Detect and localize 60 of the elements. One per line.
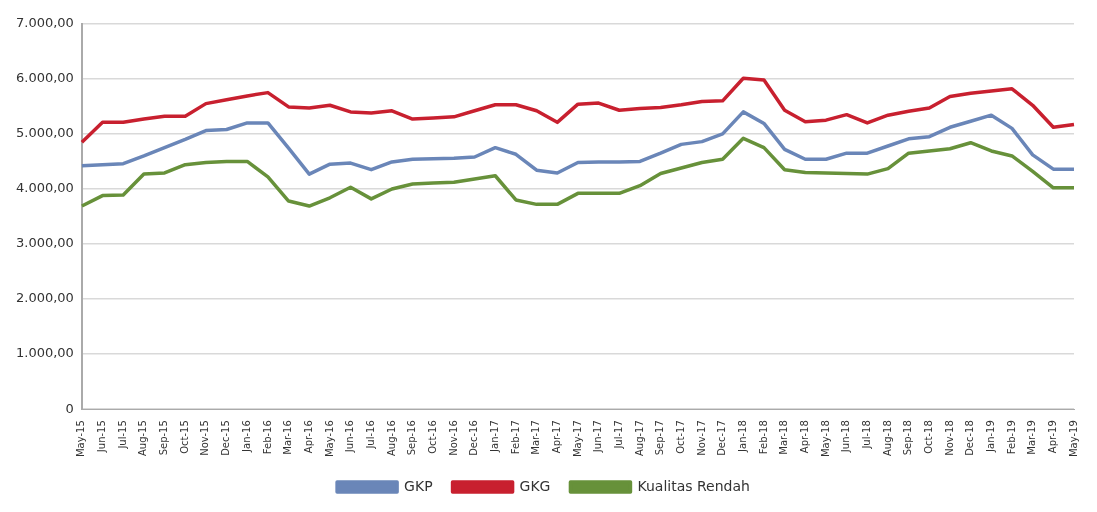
x-tick-label: Dec-15 (220, 420, 232, 456)
x-tick-label: Aug-15 (137, 420, 149, 457)
x-tick-label: Jun-18 (840, 420, 852, 454)
x-tick-label: May-19 (1067, 420, 1079, 458)
y-tick-label: 1.000,00 (16, 345, 74, 361)
x-tick-label: Nov-15 (199, 420, 211, 456)
x-tick-label: Apr-17 (550, 420, 562, 454)
x-tick-label: Sep-18 (902, 420, 914, 456)
x-tick-label: Mar-18 (778, 420, 790, 455)
x-tick-label: Apr-16 (302, 420, 314, 454)
x-tick-label: Apr-19 (1046, 420, 1058, 454)
x-tick-label: Jul-16 (364, 420, 376, 450)
x-tick-label: Mar-16 (282, 420, 294, 455)
y-tick-label: 7.000,00 (16, 15, 74, 31)
x-tick-label: Apr-18 (798, 420, 810, 454)
x-tick-label: Sep-15 (158, 420, 170, 456)
y-tick-label: 0 (65, 400, 74, 416)
x-tick-label: May-16 (323, 420, 335, 458)
x-tick-label: May-18 (819, 420, 831, 458)
legend-label: Kualitas Rendah (637, 477, 750, 494)
y-tick-label: 3.000,00 (16, 235, 74, 251)
x-tick-label: Jun-17 (592, 420, 604, 454)
x-tick-label: Sep-17 (654, 420, 666, 456)
x-tick-label: Nov-16 (447, 420, 459, 456)
x-tick-label: Jan-19 (984, 420, 996, 453)
y-tick-label: 6.000,00 (16, 70, 74, 86)
x-tick-label: Oct-18 (922, 420, 934, 454)
x-tick-label: Jan-16 (240, 420, 252, 453)
x-tick-label: May-15 (75, 420, 87, 458)
legend-label: GKG (519, 477, 551, 494)
y-tick-label: 4.000,00 (16, 180, 74, 196)
x-tick-label: Mar-19 (1026, 420, 1038, 455)
x-tick-label: Jan-18 (736, 420, 748, 453)
x-tick-label: Jul-15 (116, 420, 128, 450)
legend-label: GKP (404, 477, 433, 494)
x-tick-label: Dec-17 (716, 420, 728, 456)
x-tick-label: Jun-15 (96, 420, 108, 454)
x-tick-label: Nov-17 (695, 420, 707, 456)
x-tick-label: Oct-15 (178, 420, 190, 454)
x-tick-label: Jan-17 (488, 420, 500, 453)
x-tick-label: Sep-16 (406, 420, 418, 456)
x-tick-label: Feb-16 (261, 420, 273, 455)
x-tick-label: Dec-18 (964, 420, 976, 456)
x-tick-label: Dec-16 (468, 420, 480, 456)
x-tick-label: Nov-18 (943, 420, 955, 456)
x-tick-label: Feb-17 (509, 420, 521, 455)
x-tick-label: Aug-16 (385, 420, 397, 457)
x-tick-label: Jul-17 (612, 420, 624, 450)
y-tick-label: 2.000,00 (16, 290, 74, 306)
x-tick-label: Aug-18 (881, 420, 893, 457)
x-tick-label: Oct-17 (674, 420, 686, 454)
x-tick-label: May-17 (571, 420, 583, 458)
x-tick-label: Mar-17 (530, 420, 542, 455)
x-tick-label: Oct-16 (426, 420, 438, 454)
x-tick-label: Jul-18 (860, 420, 872, 450)
y-tick-label: 5.000,00 (16, 125, 74, 141)
x-tick-label: Feb-19 (1005, 420, 1017, 455)
x-tick-label: Jun-16 (344, 420, 356, 454)
x-tick-label: Feb-18 (757, 420, 769, 455)
x-tick-label: Aug-17 (633, 420, 645, 457)
